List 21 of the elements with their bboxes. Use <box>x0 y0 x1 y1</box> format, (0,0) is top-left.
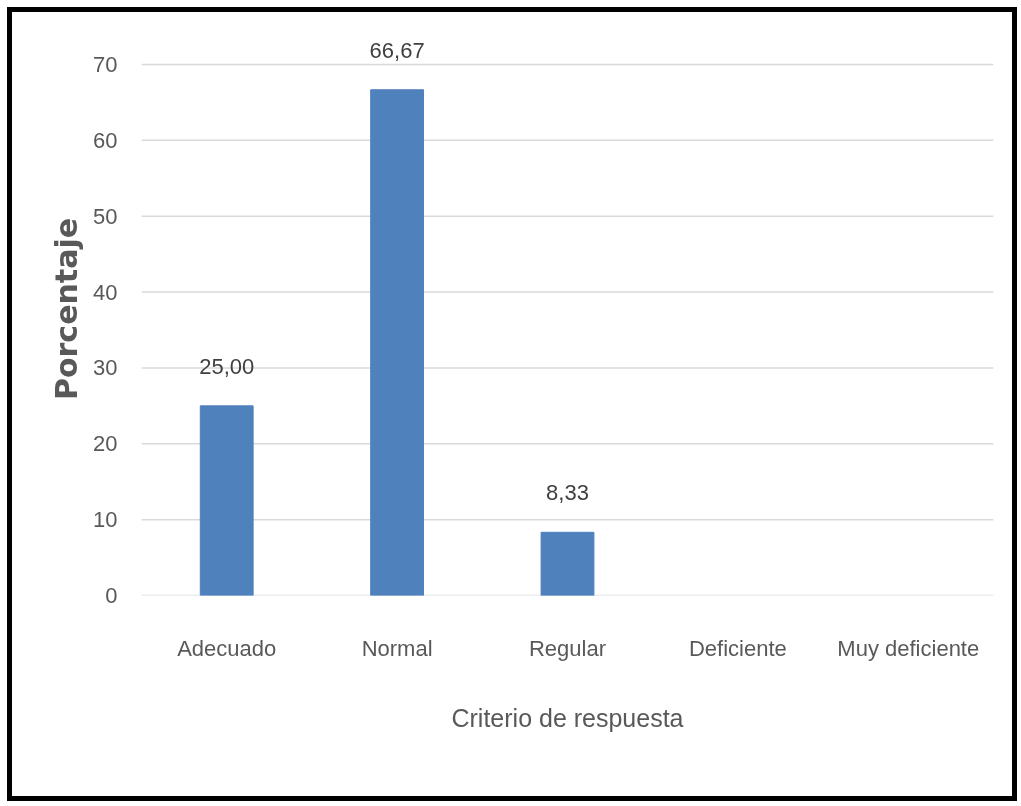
y-tick-label: 10 <box>93 507 118 533</box>
x-axis-title: Criterio de respuesta <box>451 703 684 732</box>
x-tick-label: Regular <box>528 635 607 661</box>
y-tick-label: 60 <box>93 127 118 153</box>
bar <box>540 531 595 596</box>
x-tick-label: Adecuado <box>177 635 277 661</box>
x-tick-label: Normal <box>361 635 433 661</box>
y-tick-label: 0 <box>105 583 118 608</box>
data-label: 25,00 <box>199 353 255 379</box>
bar <box>199 405 254 596</box>
data-label: 8,33 <box>546 480 589 506</box>
data-label: 66,67 <box>369 37 425 63</box>
x-tick-label: Muy deficiente <box>837 635 980 661</box>
bar <box>370 89 425 596</box>
y-tick-label: 30 <box>93 355 118 381</box>
y-tick-label: 50 <box>93 203 118 229</box>
y-axis-title: Porcentaje <box>49 217 85 401</box>
x-tick-label: Deficiente <box>688 635 787 661</box>
y-tick-label: 20 <box>93 431 118 457</box>
y-tick-label: 70 <box>93 52 118 77</box>
y-tick-label: 40 <box>93 279 118 305</box>
